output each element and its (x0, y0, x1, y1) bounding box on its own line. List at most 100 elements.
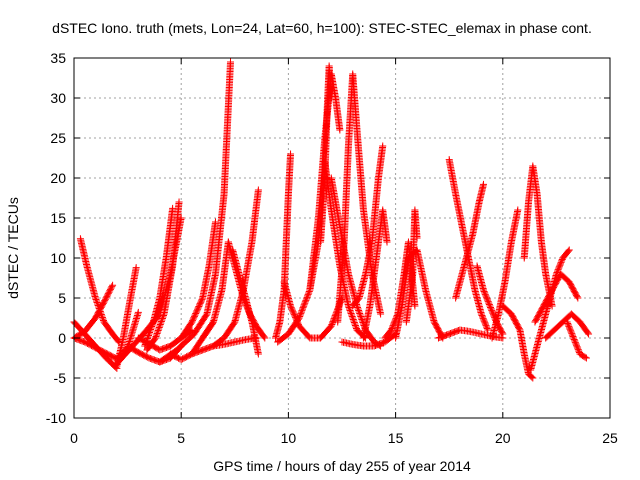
data-point (564, 321, 572, 329)
data-point (159, 313, 167, 321)
data-point (155, 325, 163, 333)
data-point (254, 350, 262, 358)
data-point (581, 353, 589, 361)
data-point (304, 290, 312, 298)
data-point (573, 293, 581, 301)
data-point (486, 302, 494, 310)
data-point (158, 316, 166, 324)
data-point (481, 320, 489, 328)
data-point (302, 296, 310, 304)
data-point (379, 142, 387, 150)
y-axis-label: dSTEC / TECUs (5, 197, 21, 299)
data-point (349, 314, 357, 322)
data-point (148, 323, 156, 330)
y-tick-label: -10 (46, 410, 66, 426)
data-point (354, 304, 362, 311)
data-point (481, 290, 489, 298)
data-point (557, 258, 565, 266)
data-point (357, 314, 365, 322)
data-point (582, 354, 590, 362)
grid (74, 58, 610, 418)
x-tick-label: 5 (177, 430, 185, 446)
data-point (483, 325, 491, 333)
data-point (411, 302, 419, 310)
y-tick-label: 25 (50, 130, 66, 146)
data-point (145, 332, 153, 339)
data-point (198, 295, 206, 303)
data-point (157, 319, 165, 327)
data-point (287, 303, 295, 311)
data-point (569, 333, 577, 341)
chart-title: dSTEC Iono. truth (mets, Lon=24, Lat=60,… (52, 20, 592, 36)
data-point (303, 293, 311, 301)
data-point (484, 298, 492, 306)
data-point (479, 314, 487, 322)
data-point (305, 289, 313, 297)
data-point (480, 287, 488, 295)
data-point (290, 311, 298, 319)
data-point (202, 311, 210, 319)
data-point (584, 329, 592, 337)
data-point (573, 343, 581, 351)
data-point (480, 317, 488, 325)
data-point (354, 305, 362, 313)
y-tick-label: 15 (50, 210, 66, 226)
data-point (305, 287, 313, 295)
data-point (346, 305, 354, 313)
data-point (109, 281, 117, 289)
x-axis-label: GPS time / hours of day 255 of year 2014 (213, 458, 471, 474)
data-point (481, 319, 489, 327)
data-point (157, 318, 165, 325)
data-point (291, 312, 299, 320)
data-point (154, 328, 162, 336)
data-point (574, 294, 582, 302)
data-point (563, 318, 571, 326)
data-point (570, 334, 578, 342)
data-point (98, 314, 106, 321)
data-point (153, 330, 161, 337)
data-point (98, 312, 106, 320)
data-point (575, 347, 583, 355)
data-point (566, 325, 574, 333)
data-point (585, 330, 593, 338)
data-point (483, 323, 491, 331)
y-tick-label: 35 (50, 50, 66, 66)
data-point (558, 257, 566, 265)
data-point (134, 308, 142, 316)
data-point (556, 260, 564, 268)
data-point (301, 299, 309, 307)
y-tick-label: 30 (50, 90, 66, 106)
data-point (304, 292, 312, 300)
data-point (132, 264, 140, 272)
data-point (347, 310, 355, 317)
data-point (482, 322, 490, 330)
data-point (155, 324, 163, 331)
data-point (555, 263, 563, 271)
data-point (567, 327, 575, 335)
x-tick-label: 0 (70, 430, 78, 446)
data-point (289, 308, 297, 316)
data-point (349, 316, 357, 323)
data-point (356, 310, 364, 317)
data-point (357, 313, 365, 320)
data-point (413, 234, 421, 242)
data-point (489, 309, 497, 317)
data-point (346, 307, 354, 314)
data-point (152, 333, 160, 340)
x-tick-label: 15 (388, 430, 404, 446)
data-point (529, 374, 537, 382)
data-points (70, 58, 593, 382)
data-point (297, 308, 305, 316)
data-point (154, 327, 162, 334)
data-point (145, 330, 153, 338)
data-point (160, 312, 168, 319)
data-point (556, 261, 564, 269)
data-point (383, 238, 391, 246)
data-point (156, 321, 164, 328)
data-point (212, 218, 220, 226)
data-point (347, 308, 355, 316)
data-point (295, 314, 303, 322)
data-point (567, 328, 575, 336)
x-tick-label: 20 (495, 430, 511, 446)
data-point (377, 310, 385, 318)
